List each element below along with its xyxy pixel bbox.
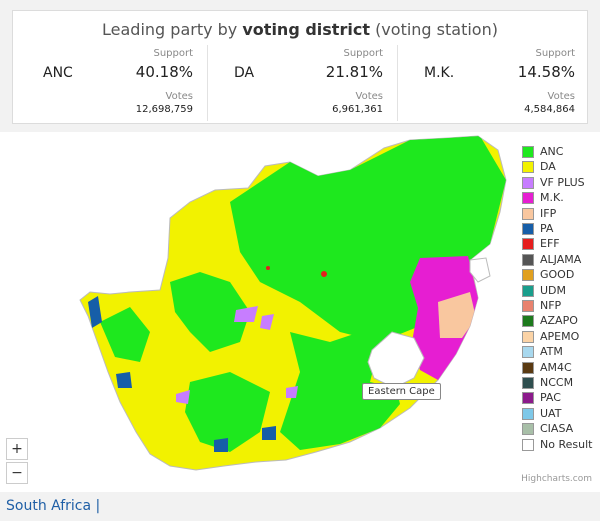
eswatini-enclave [469, 257, 491, 283]
south-africa-map[interactable] [0, 132, 600, 492]
legend-label: ALJAMA [540, 252, 582, 266]
region-vfplus-2[interactable] [260, 314, 274, 330]
legend-swatch [522, 330, 534, 343]
votes-value: 12,698,759 [135, 104, 193, 115]
breadcrumb-separator: | [95, 498, 101, 514]
legend-swatch [522, 269, 534, 282]
support-value: 40.18% [135, 63, 193, 81]
legend-label: VF PLUS [540, 175, 585, 189]
zoom-in-button[interactable]: + [6, 438, 28, 460]
title-prefix: Leading party by [102, 20, 238, 39]
legend-swatch [522, 176, 534, 189]
region-eff-1[interactable] [321, 271, 327, 277]
votes-label: Votes [355, 91, 383, 102]
region-pa-3[interactable] [262, 426, 276, 440]
legend-swatch [522, 223, 534, 235]
votes-value: 4,584,864 [524, 104, 575, 115]
highcharts-credits[interactable]: Highcharts.com [521, 474, 592, 484]
legend-swatch [522, 207, 534, 220]
party-summary-anc: ANC Support 40.18% Votes 12,698,759 [13, 45, 207, 121]
region-vfplus-4[interactable] [286, 386, 298, 398]
legend-label: EFF [540, 237, 560, 251]
map-tooltip: Eastern Cape [362, 383, 441, 400]
legend-label: GOOD [540, 268, 575, 282]
party-name: ANC [43, 65, 73, 81]
legend-label: PA [540, 222, 554, 235]
legend-swatch [522, 315, 534, 328]
region-pa-4[interactable] [214, 438, 228, 452]
legend-label: UDM [540, 283, 567, 297]
region-vfplus-1[interactable] [234, 306, 258, 322]
legend-swatch [522, 377, 534, 389]
legend-label: NFP [540, 299, 562, 312]
legend-swatch [522, 423, 534, 436]
legend-label: AM4C [540, 360, 572, 374]
support-value: 14.58% [517, 63, 575, 81]
region-vfplus-3[interactable] [176, 390, 190, 404]
legend-swatch [522, 438, 534, 451]
legend-swatch [522, 361, 534, 374]
legend-swatch [522, 161, 534, 174]
legend-label: PAC [540, 391, 561, 405]
legend-swatch [522, 407, 534, 420]
legend-label: AZAPO [540, 314, 578, 328]
legend-label: ATM [540, 345, 563, 359]
legend-swatch [522, 284, 534, 297]
support-label: Support [535, 48, 575, 59]
legend-swatch [522, 146, 534, 158]
legend-swatch [522, 192, 534, 205]
legend-label: IFP [540, 206, 557, 220]
votes-label: Votes [165, 91, 193, 102]
legend-label: ANC [540, 145, 564, 158]
breadcrumb-country[interactable]: South Africa [6, 498, 92, 514]
party-summary-mk: M.K. Support 14.58% Votes 4,584,864 [397, 45, 589, 121]
legend-swatch [522, 300, 534, 312]
region-pa-2[interactable] [116, 372, 132, 388]
support-label: Support [153, 48, 193, 59]
region-pa-1[interactable] [88, 296, 102, 328]
summary-title: Leading party by voting district (voting… [13, 20, 587, 39]
legend-label: NCCM [540, 376, 574, 389]
legend-label: CIASA [540, 422, 574, 436]
party-name: DA [234, 65, 255, 81]
votes-value: 6,961,361 [332, 104, 383, 115]
region-anc-west[interactable] [170, 272, 250, 352]
region-anc-northcape[interactable] [100, 307, 150, 362]
support-label: Support [343, 48, 383, 59]
legend-label: No Result [540, 437, 593, 451]
votes-label: Votes [547, 91, 575, 102]
legend-label: UAT [540, 406, 562, 420]
title-suffix: (voting station) [375, 20, 498, 39]
legend-label: M.K. [540, 191, 564, 205]
party-summary-da: DA Support 21.81% Votes 6,961,361 [207, 45, 397, 121]
breadcrumb: South Africa | [6, 498, 100, 514]
region-eff-2[interactable] [266, 266, 270, 270]
map-panel[interactable]: ANC DA VF PLUS M.K. IFP PA EFF ALJAMA GO… [0, 132, 600, 492]
region-anc-southwest[interactable] [185, 372, 270, 452]
title-bold: voting district [242, 20, 370, 39]
legend-swatch [522, 253, 534, 266]
legend-label: APEMO [540, 329, 580, 343]
legend-label: DA [540, 160, 556, 174]
region-ifp[interactable] [438, 292, 476, 338]
legend-swatch [522, 392, 534, 405]
legend-swatch [522, 346, 534, 359]
legend-swatch [522, 238, 534, 251]
results-summary-card: Leading party by voting district (voting… [12, 10, 588, 124]
support-value: 21.81% [325, 63, 383, 81]
lesotho-enclave [367, 331, 425, 389]
zoom-out-button[interactable]: − [6, 462, 28, 484]
party-name: M.K. [424, 65, 455, 81]
